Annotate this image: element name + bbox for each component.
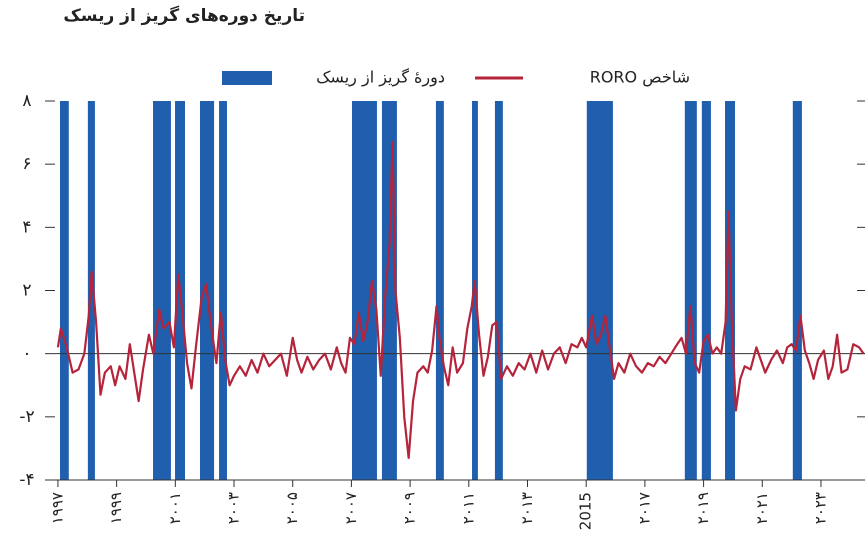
roro-line bbox=[56, 140, 865, 459]
legend-swatch bbox=[222, 71, 272, 85]
legend-label: دورهٔ گریز از ریسک bbox=[316, 68, 445, 88]
x-tick-label: ۲۰۰۹ bbox=[401, 492, 419, 524]
y-tick-label: -۲ bbox=[19, 407, 34, 427]
risk-off-band bbox=[59, 101, 69, 480]
x-tick-label: ۲۰۰۵ bbox=[283, 492, 301, 524]
y-tick-label: ۲ bbox=[22, 281, 31, 301]
x-tick-label: ۲۰۱۹ bbox=[694, 492, 712, 524]
x-tick-label: ۲۰۱۷ bbox=[635, 492, 653, 524]
risk-off-band bbox=[792, 101, 802, 480]
y-tick-label: ۰ bbox=[22, 344, 31, 364]
y-tick-label: -۴ bbox=[19, 470, 34, 490]
y-tick-label: ۸ bbox=[22, 91, 31, 111]
x-tick-label: ۲۰۱۱ bbox=[459, 492, 477, 524]
x-tick-label: ۲۰۰۱ bbox=[166, 492, 184, 524]
x-tick-label: ۲۰۲۳ bbox=[811, 492, 829, 524]
risk-off-band bbox=[153, 101, 171, 480]
risk-off-band bbox=[494, 101, 503, 480]
x-tick-label: ۲۰۰۳ bbox=[225, 492, 243, 524]
x-tick-label: ۱۹۹۹ bbox=[107, 492, 125, 524]
chart-title: تاریخ دوره‌های گریز از ریسک bbox=[63, 5, 305, 26]
x-tick-label: ۲۰۱۳ bbox=[518, 492, 536, 524]
risk-off-band bbox=[684, 101, 697, 480]
risk-off-band bbox=[701, 101, 711, 480]
x-tick-label: ۱۹۹۷ bbox=[48, 492, 66, 524]
y-tick-label: ۶ bbox=[22, 154, 31, 174]
x-tick-label: ۲۰۲۱ bbox=[753, 492, 771, 524]
risk-off-band bbox=[586, 101, 613, 480]
y-tick-label: ۴ bbox=[22, 217, 31, 237]
x-tick-label: 2015 bbox=[577, 492, 595, 530]
risk-off-band bbox=[435, 101, 444, 480]
risk-off-band bbox=[219, 101, 227, 480]
legend-label: شاخص RORO bbox=[590, 68, 690, 88]
x-tick-label: ۲۰۰۷ bbox=[342, 492, 360, 524]
